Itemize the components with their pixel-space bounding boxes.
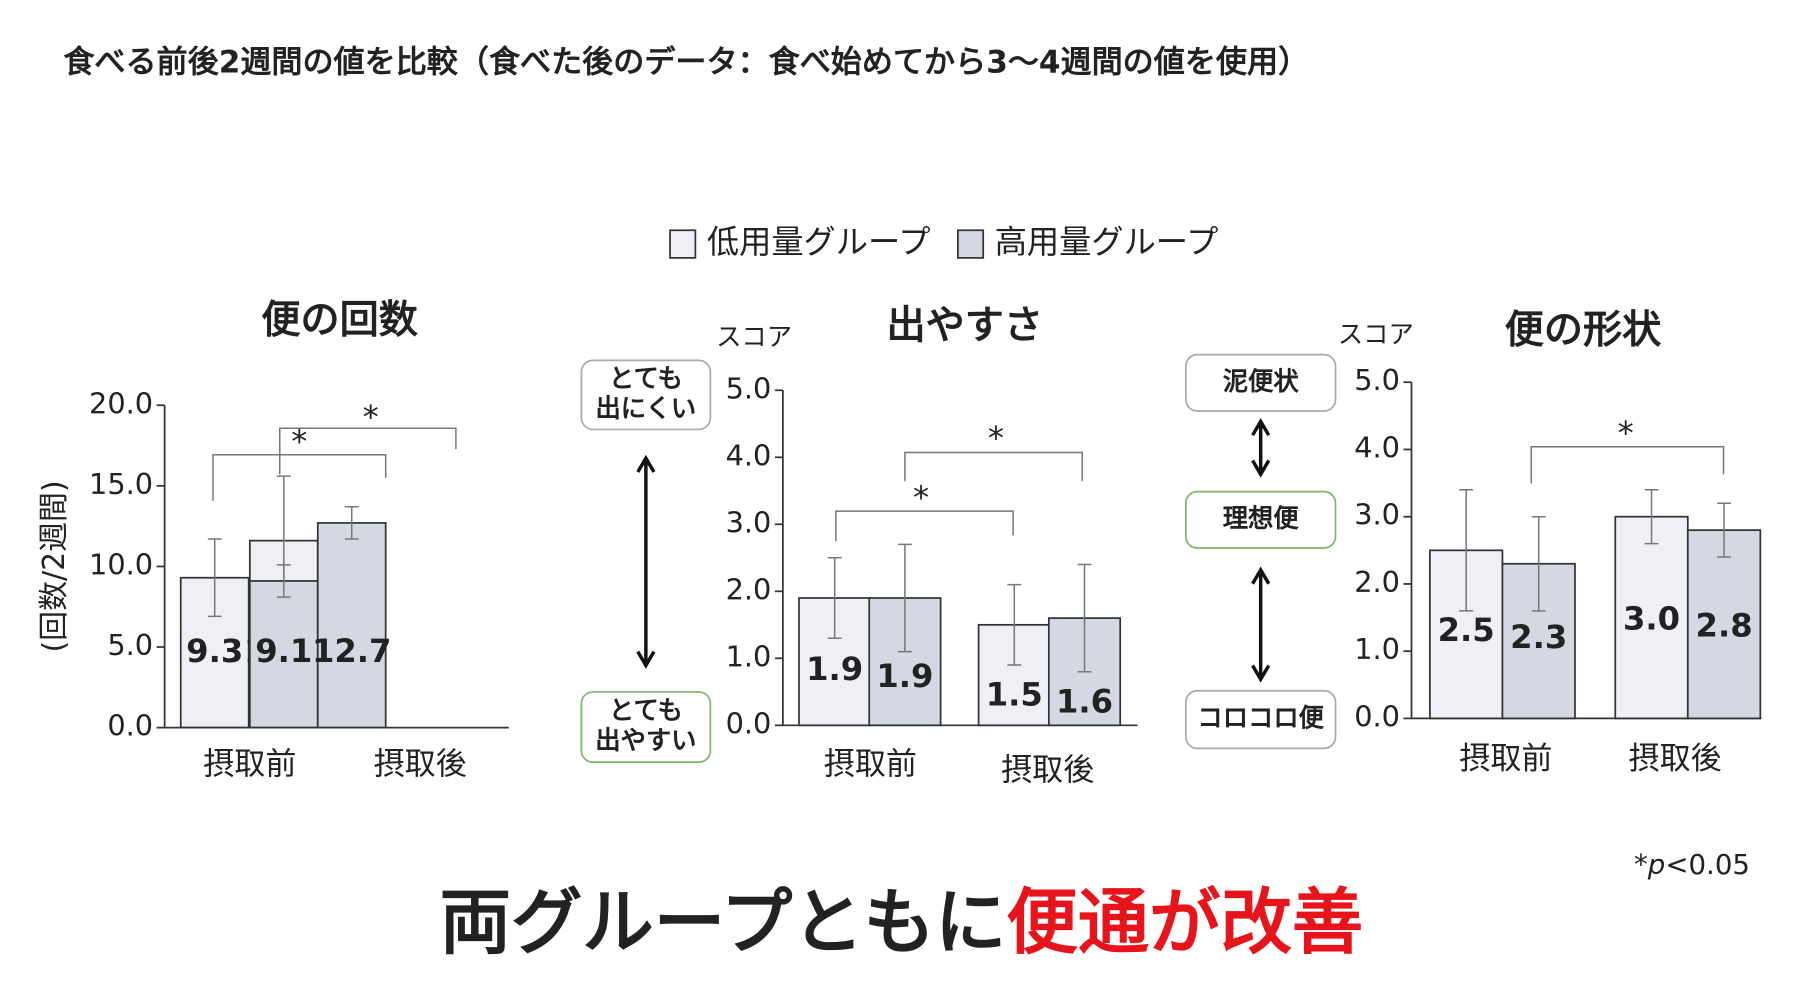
x-tick-label: 摂取前 xyxy=(1459,741,1552,777)
value-label: 1.5 xyxy=(986,676,1043,714)
page-title: 食べる前後2週間の値を比較（食べた後のデータ：食べ始めてから3〜4週間の値を使用… xyxy=(63,44,1309,80)
y-tick-label: 0.0 xyxy=(107,709,153,743)
value-label: 1.9 xyxy=(806,650,863,688)
bar xyxy=(248,580,319,729)
legend-label: 高用量グループ xyxy=(995,223,1219,261)
error-bar xyxy=(1007,583,1022,666)
y-tick-label: 5.0 xyxy=(726,371,772,405)
y-axis-label: (回数/2週間) xyxy=(37,480,72,652)
axis xyxy=(1410,382,1762,720)
content: 食べる前後2週間の値を比較（食べた後のデータ：食べ始めてから3〜4週間の値を使用… xyxy=(37,44,1762,963)
significance-bracket xyxy=(212,454,387,501)
error-bar xyxy=(898,543,912,653)
footnote-star: * xyxy=(1634,848,1648,881)
y-tick-label: 0.0 xyxy=(726,706,772,740)
y-tick-label: 2.0 xyxy=(1354,565,1400,599)
significance-mark: * xyxy=(988,419,1004,457)
conclusion: 両グループともに便通が改善 xyxy=(440,880,1364,963)
scale-label: 泥便状 xyxy=(1223,366,1300,396)
chart-title: 便の形状 xyxy=(1505,308,1662,353)
value-label: 2.5 xyxy=(1438,611,1495,649)
error-bar xyxy=(827,557,842,639)
bar xyxy=(1686,529,1762,720)
scale-arrow xyxy=(1251,566,1271,683)
value-label: 2.8 xyxy=(1696,606,1753,644)
conclusion-text: 両グループともに xyxy=(440,880,1007,963)
y-tick-label: 4.0 xyxy=(726,438,772,472)
scale-label: 理想便 xyxy=(1223,503,1300,533)
legend-swatch xyxy=(957,229,985,259)
legend-swatch xyxy=(669,229,697,259)
x-tick-label: 摂取後 xyxy=(374,747,467,783)
significance-mark: * xyxy=(913,479,929,517)
scale-arrow xyxy=(636,454,656,669)
x-tick-label: 摂取後 xyxy=(1001,752,1094,788)
error-bar xyxy=(1459,489,1474,612)
scale-arrow xyxy=(1251,417,1271,478)
y-tick-label: 3.0 xyxy=(1354,498,1400,532)
scale-box xyxy=(1184,689,1337,750)
significance-mark: * xyxy=(1618,414,1634,452)
y-axis-label: スコア xyxy=(716,321,792,351)
value-label: 9.3 xyxy=(186,632,243,670)
footnote-text: <0.05 xyxy=(1665,848,1750,881)
x-tick-label: 摂取後 xyxy=(1629,741,1722,777)
y-tick-label: 1.0 xyxy=(726,639,772,673)
axis xyxy=(163,405,509,729)
scale-label: 出やすい xyxy=(595,725,696,755)
y-tick-label: 5.0 xyxy=(1354,363,1400,397)
y-tick-label: 5.0 xyxy=(107,628,153,662)
scale-label: コロコロ便 xyxy=(1197,703,1324,733)
chart-title: 便の回数 xyxy=(261,298,418,343)
footnote: *p<0.05 xyxy=(1634,848,1750,881)
y-tick-label: 2.0 xyxy=(726,572,772,606)
scale-box xyxy=(1184,353,1337,412)
error-bar xyxy=(1644,489,1659,545)
y-tick-label: 10.0 xyxy=(89,547,153,581)
y-tick-label: 3.0 xyxy=(726,505,772,539)
error-bar xyxy=(344,506,359,540)
bar xyxy=(316,522,387,729)
significance-bracket xyxy=(835,510,1014,542)
error-bar xyxy=(276,564,291,598)
significance-mark: * xyxy=(291,422,307,460)
y-tick-label: 15.0 xyxy=(89,467,153,501)
x-tick-label: 摂取前 xyxy=(824,747,917,783)
value-label: 3.0 xyxy=(1623,600,1680,638)
value-label: 9.1 xyxy=(255,632,312,670)
x-tick-label: 摂取前 xyxy=(203,747,296,783)
axis xyxy=(782,390,1138,727)
value-label: 2.3 xyxy=(1510,618,1567,656)
conclusion-highlight: 便通が改善 xyxy=(1006,880,1363,963)
scale-box xyxy=(580,691,712,764)
y-axis-label: スコア xyxy=(1338,319,1414,349)
error-bar xyxy=(207,538,222,618)
significance-bracket xyxy=(904,451,1083,482)
scale-label: とても xyxy=(609,363,683,393)
y-tick-label: 0.0 xyxy=(1354,699,1400,733)
legend-label: 低用量グループ xyxy=(707,223,931,261)
y-tick-label: 20.0 xyxy=(89,386,153,420)
y-tick-label: 1.0 xyxy=(1354,632,1400,666)
scale-label: 出にくい xyxy=(596,393,697,423)
error-bar xyxy=(1531,515,1546,612)
scale-label: とても xyxy=(609,695,683,725)
chart-title: 出やすさ xyxy=(887,304,1044,349)
value-label: 12.7 xyxy=(312,632,392,670)
error-bar xyxy=(1077,563,1092,673)
scale-box xyxy=(580,359,712,431)
error-bar xyxy=(1717,502,1731,558)
significance-mark: * xyxy=(363,398,379,436)
significance-bracket xyxy=(279,427,457,475)
value-label: 1.6 xyxy=(1056,682,1113,720)
footnote-p: p xyxy=(1647,848,1666,881)
value-label: 1.9 xyxy=(876,657,933,695)
scale-box xyxy=(1184,490,1337,549)
y-tick-label: 4.0 xyxy=(1354,430,1400,464)
significance-bracket xyxy=(1530,445,1725,484)
